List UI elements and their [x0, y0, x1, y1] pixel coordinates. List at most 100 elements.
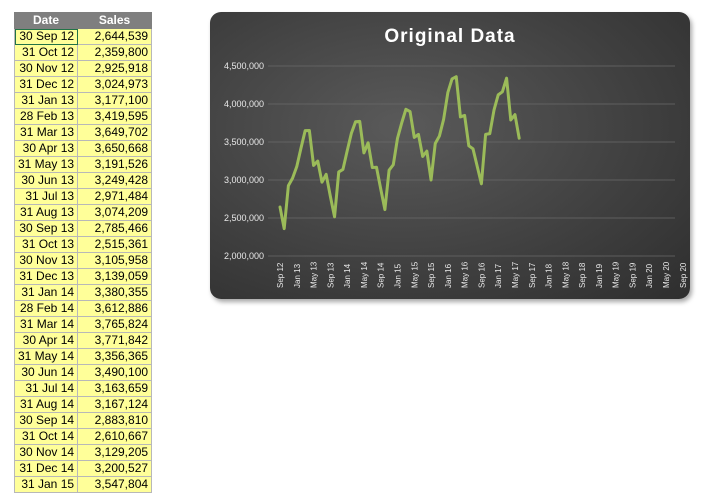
cell-sales[interactable]: 3,380,355 — [77, 284, 153, 301]
x-tick-label: Jan 18 — [545, 263, 554, 288]
cell-date[interactable]: 31 Jan 15 — [13, 476, 79, 493]
cell-date[interactable]: 30 Sep 14 — [13, 412, 79, 429]
table-row: 30 Apr 14 3,771,842 — [13, 332, 153, 349]
cell-date[interactable]: 30 Nov 13 — [13, 252, 79, 269]
cell-sales[interactable]: 3,129,205 — [77, 444, 153, 461]
cell-date[interactable]: 30 Jun 14 — [13, 364, 79, 381]
series-line[interactable] — [278, 75, 521, 231]
table-row: 31 Jul 13 2,971,484 — [13, 188, 153, 205]
x-tick-label: Sep 18 — [578, 262, 587, 288]
x-tick-label: May 20 — [662, 261, 671, 288]
cell-sales[interactable]: 3,249,428 — [77, 172, 153, 189]
cell-sales[interactable]: 2,644,539 — [77, 28, 153, 45]
table-header-row: Date Sales — [13, 12, 153, 29]
table-row: 30 Jun 14 3,490,100 — [13, 364, 153, 381]
cell-sales[interactable]: 3,650,668 — [77, 140, 153, 157]
y-tick-label: 4,000,000 — [224, 99, 264, 109]
table-row: 30 Sep 14 2,883,810 — [13, 412, 153, 429]
x-tick-label: Jan 20 — [645, 263, 654, 288]
cell-date[interactable]: 31 Dec 14 — [13, 460, 79, 477]
cell-sales[interactable]: 3,074,209 — [77, 204, 153, 221]
cell-sales[interactable]: 2,925,918 — [77, 60, 153, 77]
grid-lines — [268, 65, 675, 257]
cell-date[interactable]: 28 Feb 14 — [13, 300, 79, 317]
cell-sales[interactable]: 3,771,842 — [77, 332, 153, 349]
cell-sales[interactable]: 3,167,124 — [77, 396, 153, 413]
y-tick-label: 3,500,000 — [224, 137, 264, 147]
y-axis-ticks: 2,000,000 2,500,000 3,000,000 3,500,000 4,00… — [224, 61, 264, 261]
cell-sales[interactable]: 3,649,702 — [77, 124, 153, 141]
cell-date[interactable]: 31 Dec 12 — [13, 76, 79, 93]
table-row: 31 Jan 15 3,547,804 — [13, 476, 153, 493]
cell-date[interactable]: 31 Jul 14 — [13, 380, 79, 397]
cell-date[interactable]: 31 May 14 — [13, 348, 79, 365]
x-axis-ticks: Sep 12 Jan 13 May 13 Sep 13 Jan 14 May 14 Sep … — [276, 261, 688, 288]
cell-sales[interactable]: 3,419,595 — [77, 108, 153, 125]
header-sales[interactable]: Sales — [77, 12, 153, 29]
cell-date[interactable]: 30 Nov 14 — [13, 444, 79, 461]
x-tick-label: May 13 — [310, 261, 319, 288]
table-row: 30 Jun 13 3,249,428 — [13, 172, 153, 189]
x-tick-label: May 16 — [461, 261, 470, 288]
table-row: 31 Aug 13 3,074,209 — [13, 204, 153, 221]
cell-date[interactable]: 30 Sep 13 — [13, 220, 79, 237]
cell-sales[interactable]: 2,610,667 — [77, 428, 153, 445]
cell-date[interactable]: 31 Dec 13 — [13, 268, 79, 285]
cell-date[interactable]: 31 Jan 13 — [13, 92, 79, 109]
cell-sales[interactable]: 3,612,886 — [77, 300, 153, 317]
cell-date[interactable]: 30 Sep 12 — [13, 28, 79, 45]
cell-date[interactable]: 31 Jan 14 — [13, 284, 79, 301]
cell-date[interactable]: 31 Aug 14 — [13, 396, 79, 413]
cell-sales[interactable]: 3,163,659 — [77, 380, 153, 397]
x-tick-label: Sep 14 — [377, 262, 386, 288]
table-row: 30 Apr 13 3,650,668 — [13, 140, 153, 157]
cell-date[interactable]: 31 May 13 — [13, 156, 79, 173]
x-tick-label: Sep 12 — [276, 262, 285, 288]
table-row: 31 Dec 13 3,139,059 — [13, 268, 153, 285]
cell-date[interactable]: 31 Oct 12 — [13, 44, 79, 61]
cell-date[interactable]: 31 Oct 13 — [13, 236, 79, 253]
cell-date[interactable]: 30 Jun 13 — [13, 172, 79, 189]
x-tick-label: Sep 15 — [427, 262, 436, 288]
table-row: 31 Aug 14 3,167,124 — [13, 396, 153, 413]
chart-card[interactable]: Original Data 2,000,000 2,500,000 3,000,00… — [210, 12, 690, 299]
sales-table: Date Sales 30 Sep 12 2,644,539 31 Oct 12 2,… — [13, 12, 153, 493]
cell-sales[interactable]: 3,105,958 — [77, 252, 153, 269]
cell-date[interactable]: 31 Mar 13 — [13, 124, 79, 141]
x-tick-label: May 18 — [561, 261, 570, 288]
cell-date[interactable]: 31 Aug 13 — [13, 204, 79, 221]
cell-sales[interactable]: 3,765,824 — [77, 316, 153, 333]
cell-date[interactable]: 30 Nov 12 — [13, 60, 79, 77]
cell-sales[interactable]: 2,359,800 — [77, 44, 153, 61]
table-row: 30 Sep 12 2,644,539 — [13, 28, 153, 45]
chart-title: Original Data — [384, 26, 515, 47]
cell-sales[interactable]: 3,177,100 — [77, 92, 153, 109]
cell-sales[interactable]: 2,883,810 — [77, 412, 153, 429]
y-tick-label: 2,500,000 — [224, 213, 264, 223]
cell-sales[interactable]: 3,139,059 — [77, 268, 153, 285]
line-chart[interactable]: Original Data 2,000,000 2,500,000 3,000,00… — [210, 12, 690, 299]
cell-sales[interactable]: 3,547,804 — [77, 476, 153, 493]
table-row: 31 May 14 3,356,365 — [13, 348, 153, 365]
cell-date[interactable]: 30 Apr 14 — [13, 332, 79, 349]
cell-sales[interactable]: 2,971,484 — [77, 188, 153, 205]
cell-sales[interactable]: 2,785,466 — [77, 220, 153, 237]
cell-sales[interactable]: 3,200,527 — [77, 460, 153, 477]
x-tick-label: Sep 20 — [679, 262, 688, 288]
cell-date[interactable]: 31 Jul 13 — [13, 188, 79, 205]
y-tick-label: 2,000,000 — [224, 251, 264, 261]
cell-date[interactable]: 31 Mar 14 — [13, 316, 79, 333]
cell-date[interactable]: 30 Apr 13 — [13, 140, 79, 157]
cell-date[interactable]: 28 Feb 13 — [13, 108, 79, 125]
cell-date[interactable]: 31 Oct 14 — [13, 428, 79, 445]
x-tick-label: Sep 17 — [528, 262, 537, 288]
cell-sales[interactable]: 3,024,973 — [77, 76, 153, 93]
cell-sales[interactable]: 3,356,365 — [77, 348, 153, 365]
cell-sales[interactable]: 3,191,526 — [77, 156, 153, 173]
table-row: 31 May 13 3,191,526 — [13, 156, 153, 173]
header-date[interactable]: Date — [13, 12, 79, 29]
x-tick-label: May 14 — [360, 261, 369, 288]
cell-sales[interactable]: 3,490,100 — [77, 364, 153, 381]
table-row: 31 Mar 13 3,649,702 — [13, 124, 153, 141]
cell-sales[interactable]: 2,515,361 — [77, 236, 153, 253]
